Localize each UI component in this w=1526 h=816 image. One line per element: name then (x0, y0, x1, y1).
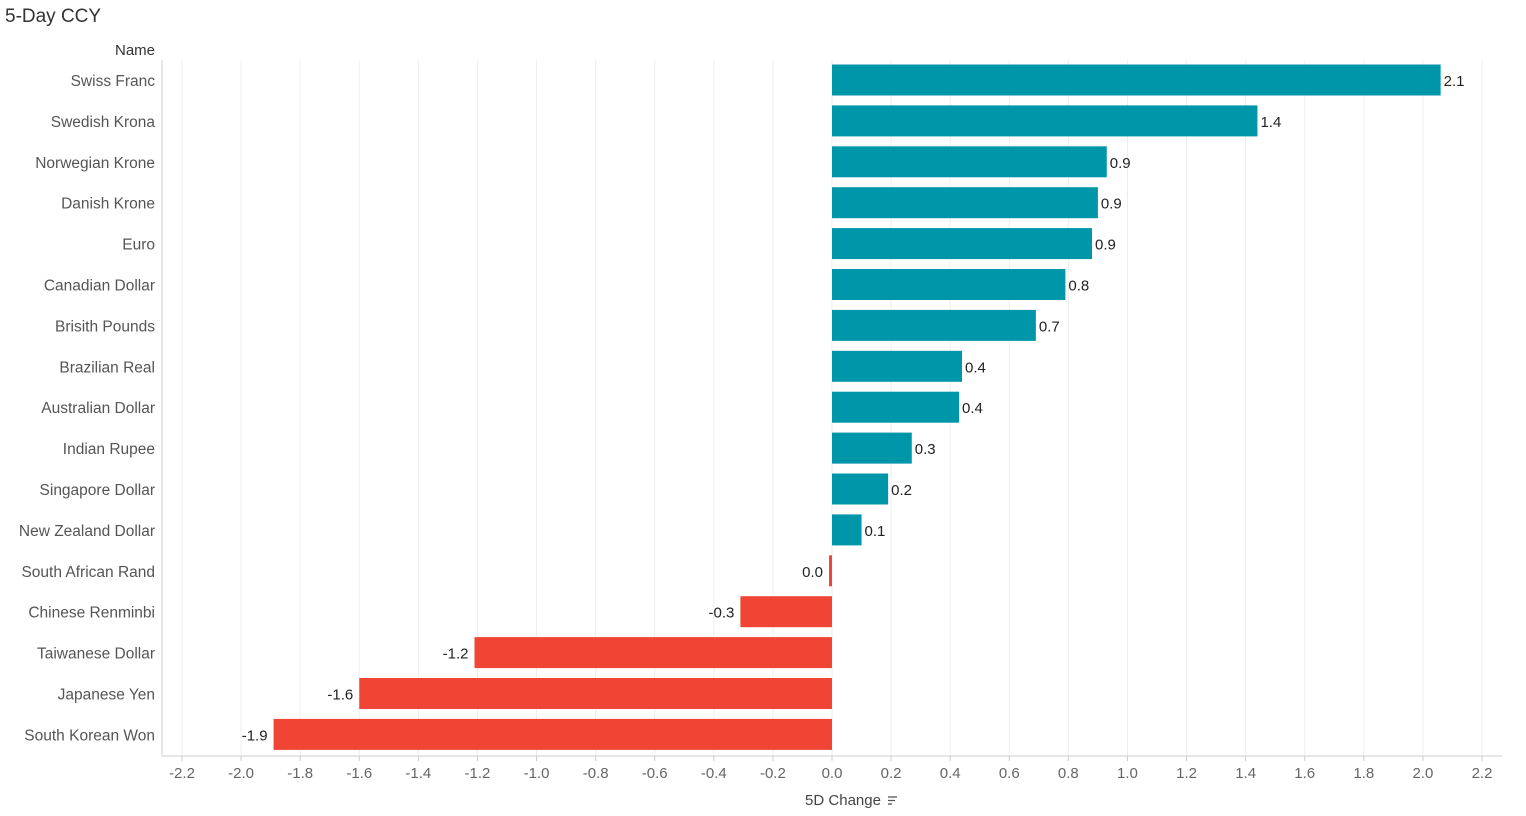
x-tick-label: -1.0 (524, 765, 550, 782)
value-label: 0.9 (1110, 155, 1131, 172)
value-label: 0.3 (915, 441, 936, 458)
value-label: 0.1 (865, 523, 886, 540)
x-tick-label: 1.4 (1235, 765, 1256, 782)
value-label: 0.9 (1101, 196, 1122, 213)
category-label: South Korean Won (24, 727, 155, 744)
x-tick-label: -2.0 (228, 765, 254, 782)
x-tick-label: -1.2 (465, 765, 491, 782)
x-tick-label: -0.6 (642, 765, 668, 782)
bar (832, 350, 962, 382)
category-label: Euro (122, 237, 155, 254)
x-tick-label: -2.2 (169, 765, 195, 782)
x-tick-label: -1.8 (287, 765, 313, 782)
row-header-label: Name (115, 42, 155, 59)
value-label: -1.6 (327, 687, 353, 704)
bar (832, 228, 1092, 260)
x-tick-label: -1.4 (405, 765, 431, 782)
bar (829, 555, 832, 587)
category-label: Australian Dollar (41, 400, 155, 417)
bar (359, 678, 832, 709)
chart-title: 5-Day CCY (5, 6, 102, 27)
x-tick-label: 0.8 (1058, 765, 1079, 782)
value-label: -1.2 (443, 646, 469, 663)
category-label: Japanese Yen (58, 687, 155, 704)
x-tick-label: 2.2 (1472, 765, 1493, 782)
x-tick-label: 0.6 (999, 765, 1020, 782)
value-label: -0.3 (709, 605, 735, 622)
value-label: 0.7 (1039, 318, 1060, 335)
x-tick-label: 0.2 (881, 765, 902, 782)
x-axis: -2.2 -2.0 -1.8 -1.6 -1.4 -1.2 -1.0 -0.8 -0.6 -0.4… (162, 755, 1502, 809)
category-label: Taiwanese Dollar (37, 646, 155, 663)
category-label: South African Rand (21, 564, 155, 581)
x-tick-label: 0.4 (940, 765, 961, 782)
bar (832, 391, 960, 423)
value-label: 0.4 (962, 400, 983, 417)
category-label: Brisith Pounds (55, 318, 155, 335)
value-label: 0.2 (891, 482, 912, 499)
x-tick-label: -0.2 (760, 765, 786, 782)
sort-descending-icon (888, 796, 897, 805)
value-label: 2.1 (1444, 73, 1465, 90)
bar (832, 473, 889, 505)
x-tick-label: 1.6 (1294, 765, 1315, 782)
x-tick-label: -0.4 (701, 765, 727, 782)
bar (832, 514, 862, 546)
bar (832, 105, 1258, 137)
category-label: Canadian Dollar (44, 278, 155, 295)
x-tick-label: -0.8 (583, 765, 609, 782)
category-label: Indian Rupee (63, 441, 155, 458)
category-label: Norwegian Krone (35, 155, 155, 172)
labels: Name Swiss Franc 2.1 Swedish Krona 1.4 Norweg… (19, 42, 1465, 744)
category-label: New Zealand Dollar (19, 523, 155, 540)
category-label: Brazilian Real (59, 359, 155, 376)
x-tick-label: 1.8 (1353, 765, 1374, 782)
x-tick-label: 0.0 (822, 765, 843, 782)
bars (273, 64, 1441, 750)
category-label: Danish Krone (61, 196, 155, 213)
x-tick-label: 2.0 (1412, 765, 1433, 782)
value-label: 0.4 (965, 359, 986, 376)
category-label: Chinese Renminbi (28, 605, 155, 622)
bar (832, 187, 1098, 219)
x-tick-label: 1.2 (1176, 765, 1197, 782)
value-label: 1.4 (1260, 114, 1281, 131)
category-label: Swedish Krona (51, 114, 156, 131)
bar (474, 637, 832, 669)
bar (740, 596, 832, 628)
bar (832, 309, 1036, 341)
bar (273, 718, 832, 750)
category-label: Swiss Franc (71, 73, 156, 90)
category-label: Singapore Dollar (40, 482, 155, 499)
value-label: 0.9 (1095, 237, 1116, 254)
value-label: 0.8 (1068, 278, 1089, 295)
bar (832, 64, 1441, 96)
x-axis-label: 5D Change (805, 792, 881, 809)
bar (832, 146, 1107, 178)
value-label: 0.0 (802, 564, 823, 581)
x-tick-label: 1.0 (1117, 765, 1138, 782)
bar (832, 432, 912, 464)
value-label: -1.9 (242, 727, 268, 744)
bar (832, 269, 1066, 300)
x-tick-label: -1.6 (346, 765, 372, 782)
